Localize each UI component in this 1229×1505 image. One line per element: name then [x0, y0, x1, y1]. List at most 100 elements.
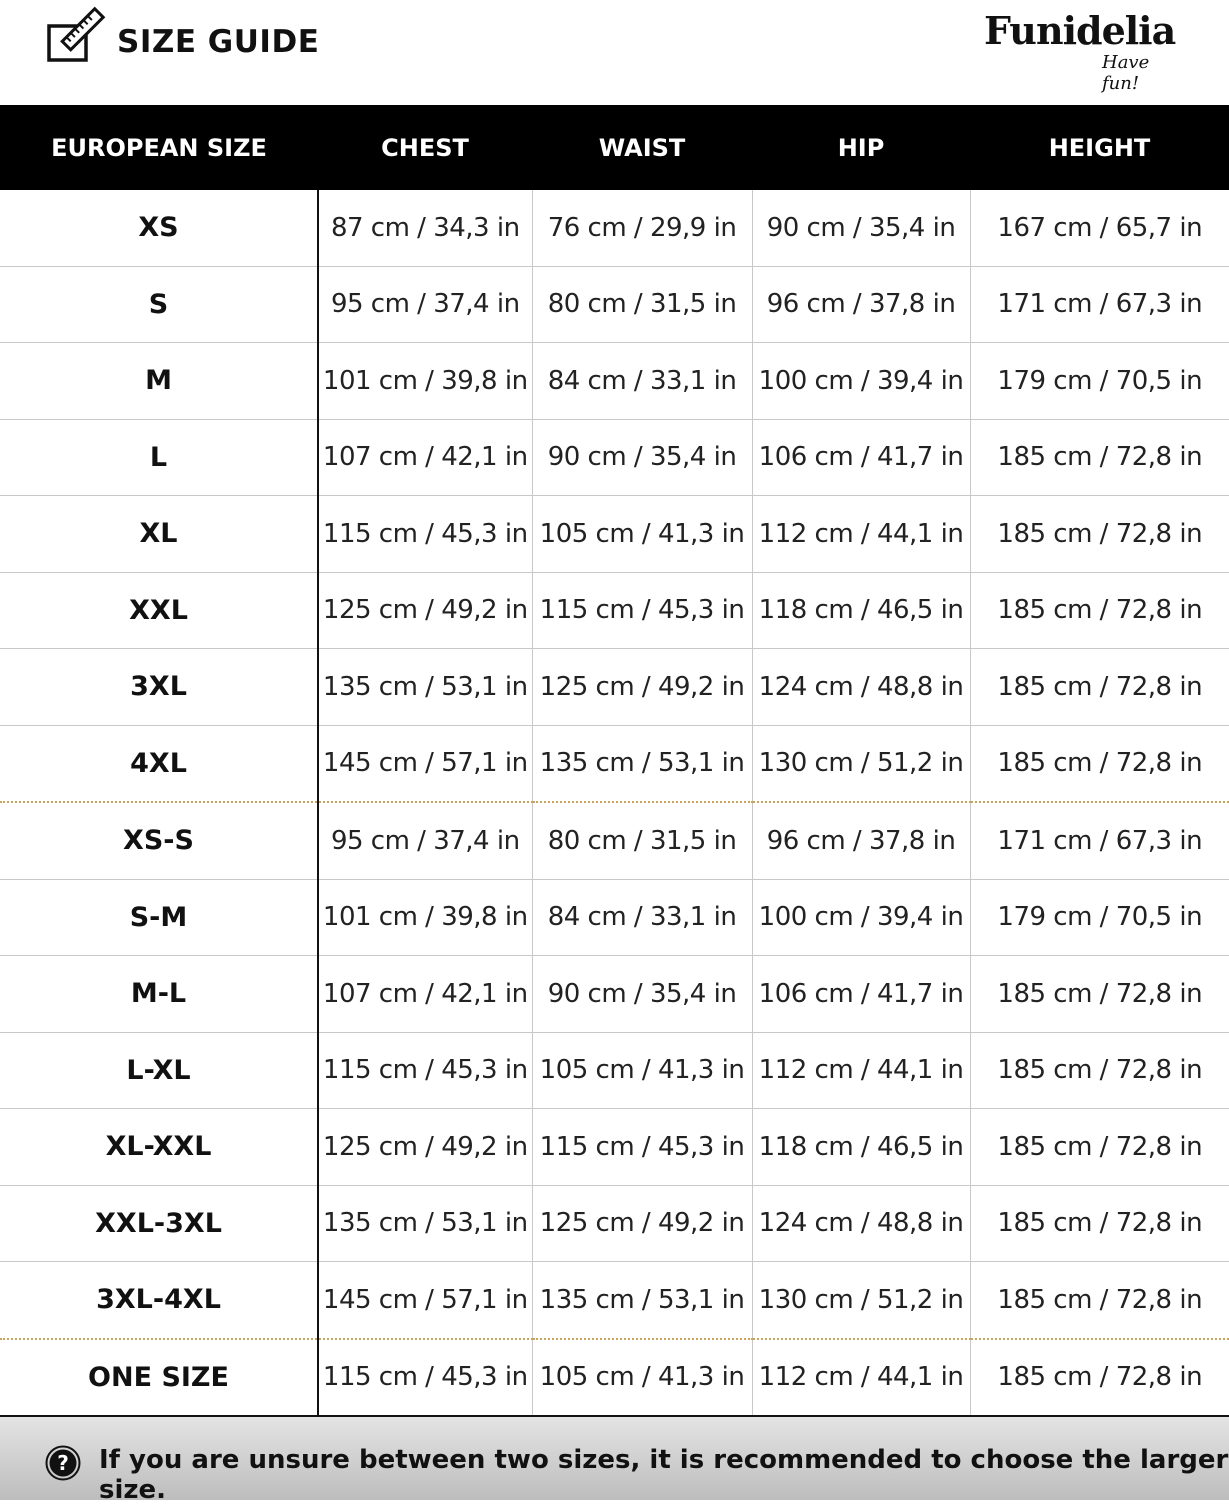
hip-cell: 100 cm / 39,4 in [751, 342, 970, 420]
table-row: L 107 cm / 42,1 in 90 cm / 35,4 in 106 cm /… [0, 419, 1229, 496]
waist-cell: 135 cm / 53,1 in [531, 725, 752, 803]
logo-name: Funidelia [984, 8, 1176, 53]
size-cell: L [0, 419, 319, 496]
height-cell: 185 cm / 72,8 in [969, 648, 1229, 726]
chest-cell: 115 cm / 45,3 in [318, 1032, 532, 1109]
hip-cell: 118 cm / 46,5 in [751, 1108, 970, 1186]
height-cell: 171 cm / 67,3 in [969, 802, 1229, 880]
footer-text: If you are unsure between two sizes, it … [99, 1445, 1229, 1505]
table-row: ONE SIZE 115 cm / 45,3 in 105 cm / 41,3 in… [0, 1338, 1229, 1417]
waist-cell: 115 cm / 45,3 in [531, 1108, 752, 1186]
height-cell: 171 cm / 67,3 in [969, 266, 1229, 343]
waist-cell: 105 cm / 41,3 in [531, 495, 752, 573]
waist-cell: 84 cm / 33,1 in [531, 342, 752, 420]
size-cell: L-XL [0, 1032, 319, 1109]
funidelia-logo: Funidelia Have fun! [984, 8, 1184, 94]
table-row: M-L 107 cm / 42,1 in 90 cm / 35,4 in 106 cm… [0, 955, 1229, 1033]
hip-cell: 124 cm / 48,8 in [751, 1185, 970, 1262]
chest-cell: 87 cm / 34,3 in [318, 190, 532, 267]
hip-cell: 106 cm / 41,7 in [751, 955, 970, 1033]
height-cell: 185 cm / 72,8 in [969, 572, 1229, 649]
size-cell: S-M [0, 879, 319, 956]
chest-cell: 125 cm / 49,2 in [318, 572, 532, 649]
chest-cell: 145 cm / 57,1 in [318, 725, 532, 803]
chest-cell: 101 cm / 39,8 in [318, 879, 532, 956]
hip-cell: 130 cm / 51,2 in [751, 1261, 970, 1340]
size-cell: M-L [0, 955, 319, 1033]
svg-text:?: ? [57, 1451, 69, 1475]
table-row: 3XL-4XL 145 cm / 57,1 in 135 cm / 53,1 in 1… [0, 1261, 1229, 1340]
table-row: XS 87 cm / 34,3 in 76 cm / 29,9 in 90 cm / … [0, 190, 1229, 267]
table-row: XL 115 cm / 45,3 in 105 cm / 41,3 in 112 cm… [0, 495, 1229, 573]
size-cell: 4XL [0, 725, 319, 803]
hip-cell: 96 cm / 37,8 in [751, 802, 970, 880]
column-header-chest: CHEST [318, 105, 532, 190]
page-title: SIZE GUIDE [117, 24, 320, 60]
size-cell: XXL-3XL [0, 1185, 319, 1262]
height-cell: 185 cm / 72,8 in [969, 725, 1229, 803]
hip-cell: 106 cm / 41,7 in [751, 419, 970, 496]
height-cell: 185 cm / 72,8 in [969, 1338, 1229, 1417]
table-row: XS-S 95 cm / 37,4 in 80 cm / 31,5 in 96 cm … [0, 802, 1229, 880]
table-row: XXL-3XL 135 cm / 53,1 in 125 cm / 49,2 in 1… [0, 1185, 1229, 1262]
table-row: 3XL 135 cm / 53,1 in 125 cm / 49,2 in 124 c… [0, 648, 1229, 726]
height-cell: 185 cm / 72,8 in [969, 1032, 1229, 1109]
table-row: S-M 101 cm / 39,8 in 84 cm / 33,1 in 100 cm… [0, 879, 1229, 956]
chest-cell: 135 cm / 53,1 in [318, 1185, 532, 1262]
height-cell: 185 cm / 72,8 in [969, 419, 1229, 496]
chest-cell: 95 cm / 37,4 in [318, 266, 532, 343]
waist-cell: 105 cm / 41,3 in [531, 1032, 752, 1109]
question-circle-icon: ? [45, 1445, 81, 1481]
hip-cell: 112 cm / 44,1 in [751, 1032, 970, 1109]
table-row: S 95 cm / 37,4 in 80 cm / 31,5 in 96 cm / 3… [0, 266, 1229, 343]
height-cell: 179 cm / 70,5 in [969, 879, 1229, 956]
hip-cell: 96 cm / 37,8 in [751, 266, 970, 343]
size-cell: XS-S [0, 802, 319, 880]
footer-note: ? If you are unsure between two sizes, i… [0, 1417, 1229, 1505]
size-cell: XL [0, 495, 319, 573]
table-row: XXL 125 cm / 49,2 in 115 cm / 45,3 in 118 c… [0, 572, 1229, 649]
column-header-european-size: EUROPEAN SIZE [0, 105, 318, 190]
chest-cell: 115 cm / 45,3 in [318, 1338, 532, 1417]
column-header-waist: WAIST [532, 105, 752, 190]
hip-cell: 90 cm / 35,4 in [751, 190, 970, 267]
hip-cell: 124 cm / 48,8 in [751, 648, 970, 726]
waist-cell: 105 cm / 41,3 in [531, 1338, 752, 1417]
height-cell: 185 cm / 72,8 in [969, 955, 1229, 1033]
hip-cell: 118 cm / 46,5 in [751, 572, 970, 649]
waist-cell: 80 cm / 31,5 in [531, 802, 752, 880]
table-row: M 101 cm / 39,8 in 84 cm / 33,1 in 100 cm /… [0, 342, 1229, 420]
size-cell: M [0, 342, 319, 420]
waist-cell: 80 cm / 31,5 in [531, 266, 752, 343]
chest-cell: 101 cm / 39,8 in [318, 342, 532, 420]
chest-cell: 135 cm / 53,1 in [318, 648, 532, 726]
height-cell: 185 cm / 72,8 in [969, 495, 1229, 573]
height-cell: 185 cm / 72,8 in [969, 1185, 1229, 1262]
hip-cell: 112 cm / 44,1 in [751, 1338, 970, 1417]
hip-cell: 130 cm / 51,2 in [751, 725, 970, 803]
table-row: XL-XXL 125 cm / 49,2 in 115 cm / 45,3 in 11… [0, 1108, 1229, 1186]
chest-cell: 125 cm / 49,2 in [318, 1108, 532, 1186]
chest-cell: 145 cm / 57,1 in [318, 1261, 532, 1340]
chest-cell: 115 cm / 45,3 in [318, 495, 532, 573]
table-header-row: EUROPEAN SIZE CHEST WAIST HIP HEIGHT [0, 105, 1229, 190]
size-cell: 3XL [0, 648, 319, 726]
height-cell: 185 cm / 72,8 in [969, 1261, 1229, 1340]
height-cell: 185 cm / 72,8 in [969, 1108, 1229, 1186]
size-cell: ONE SIZE [0, 1338, 319, 1417]
table-row: L-XL 115 cm / 45,3 in 105 cm / 41,3 in 112 … [0, 1032, 1229, 1109]
waist-cell: 90 cm / 35,4 in [531, 955, 752, 1033]
size-cell: XS [0, 190, 319, 267]
size-table: EUROPEAN SIZE CHEST WAIST HIP HEIGHT XS 8… [0, 105, 1229, 1417]
waist-cell: 135 cm / 53,1 in [531, 1261, 752, 1340]
size-cell: XXL [0, 572, 319, 649]
column-header-height: HEIGHT [970, 105, 1229, 190]
chest-cell: 107 cm / 42,1 in [318, 419, 532, 496]
waist-cell: 125 cm / 49,2 in [531, 1185, 752, 1262]
hip-cell: 112 cm / 44,1 in [751, 495, 970, 573]
waist-cell: 90 cm / 35,4 in [531, 419, 752, 496]
logo-tagline: Have fun! [1102, 52, 1150, 94]
top-bar: SIZE GUIDE Funidelia Have fun! [0, 0, 1229, 105]
waist-cell: 76 cm / 29,9 in [531, 190, 752, 267]
ruler-checkbox-icon [47, 6, 106, 62]
